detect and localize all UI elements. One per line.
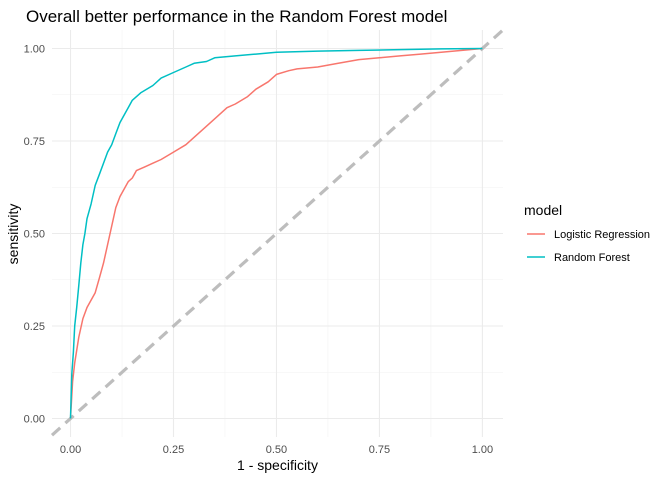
x-axis-ticks: 0.00 0.25 0.50 0.75 1.00 xyxy=(60,444,493,456)
series-lines xyxy=(69,47,483,419)
legend-label-logistic-regression: Logistic Regression xyxy=(554,229,650,241)
y-axis-ticks: 0.00 0.25 0.50 0.75 1.00 xyxy=(24,44,45,426)
y-tick-label: 0.50 xyxy=(24,229,45,241)
y-tick-label: 0.75 xyxy=(24,136,45,148)
x-tick-label: 0.75 xyxy=(369,444,390,456)
x-axis-title: 1 - specificity xyxy=(237,457,318,473)
x-tick-label: 0.00 xyxy=(60,444,81,456)
y-tick-label: 1.00 xyxy=(24,44,45,56)
reference-line xyxy=(50,28,505,437)
y-tick-label: 0.25 xyxy=(24,321,45,333)
legend: model Logistic Regression Random Forest xyxy=(524,202,650,264)
legend-label-random-forest: Random Forest xyxy=(554,252,630,264)
legend-title: model xyxy=(524,202,562,218)
x-tick-label: 1.00 xyxy=(472,444,493,456)
plot-grid xyxy=(52,30,503,437)
y-tick-label: 0.00 xyxy=(24,414,45,426)
reference-diagonal xyxy=(50,28,505,437)
series-line-logistic-regression xyxy=(69,47,483,419)
chart-title: Overall better performance in the Random… xyxy=(26,7,447,26)
y-axis-title: sensitivity xyxy=(5,204,21,265)
series-line-random-forest xyxy=(69,47,483,419)
x-tick-label: 0.50 xyxy=(266,444,287,456)
x-tick-label: 0.25 xyxy=(163,444,184,456)
